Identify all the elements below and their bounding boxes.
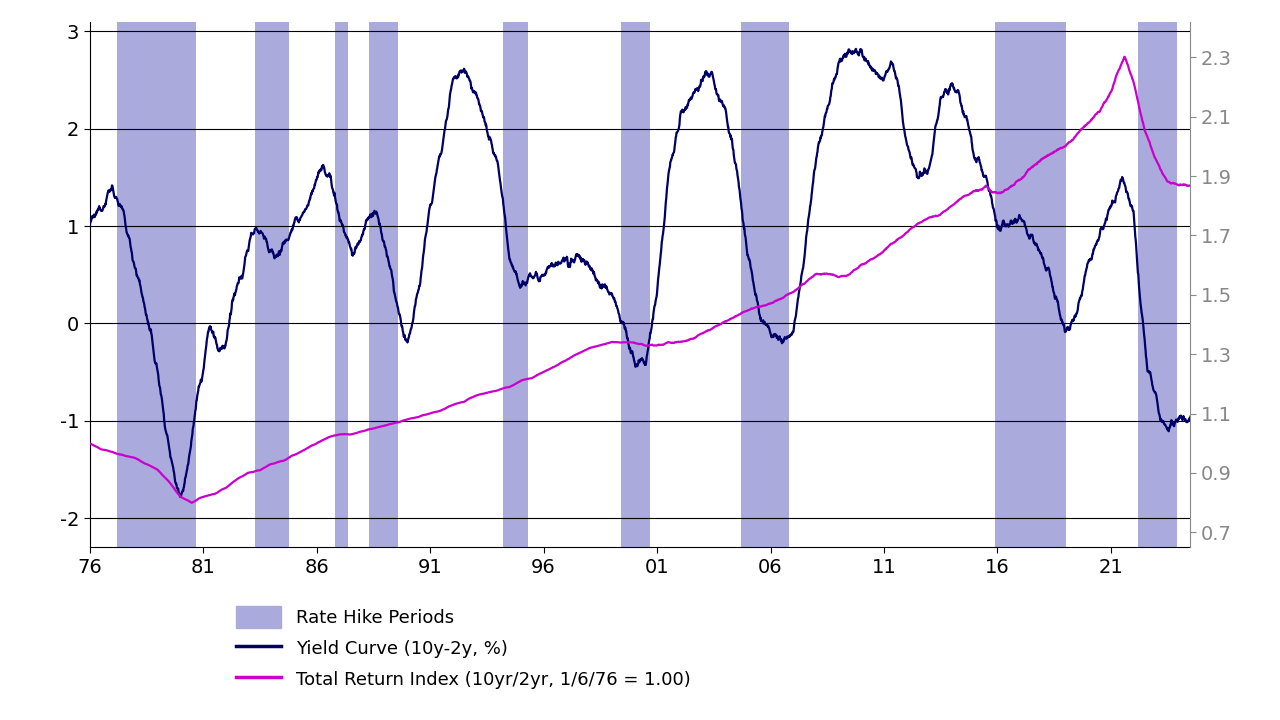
Bar bbox=[503, 22, 527, 547]
Bar bbox=[369, 22, 398, 547]
Legend: Rate Hike Periods, Yield Curve (10y-2y, %), Total Return Index (10yr/2yr, 1/6/76: Rate Hike Periods, Yield Curve (10y-2y, … bbox=[230, 601, 696, 696]
Bar bbox=[996, 22, 1065, 547]
Bar bbox=[1138, 22, 1176, 547]
Bar bbox=[255, 22, 289, 547]
Bar bbox=[116, 22, 196, 547]
Bar bbox=[335, 22, 348, 547]
Bar bbox=[621, 22, 650, 547]
Bar bbox=[741, 22, 788, 547]
